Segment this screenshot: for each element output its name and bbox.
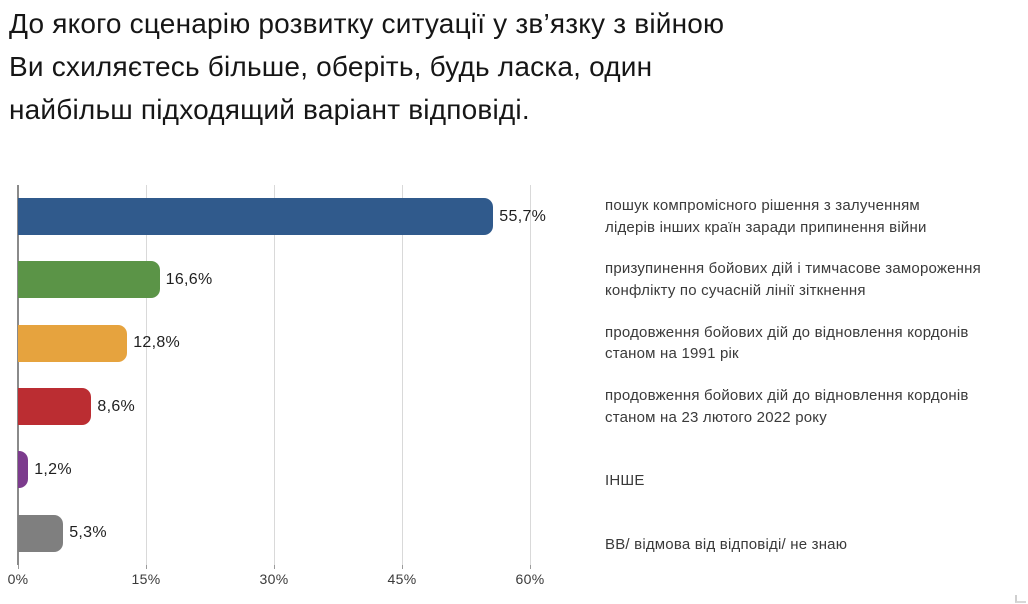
bar	[18, 324, 128, 362]
legend-item-line: продовження бойових дій до відновлення к…	[605, 323, 969, 341]
bar-value-label: 5,3%	[69, 524, 107, 542]
legend-item: призупинення бойових дій і тимчасове зам…	[605, 248, 1028, 311]
bar-row: 12,8%	[18, 312, 530, 375]
legend-item-line: станом на 1991 рік	[605, 345, 739, 363]
legend-item-line: ІНШЕ	[605, 472, 645, 490]
bar-row: 8,6%	[18, 375, 530, 438]
x-tick-mark	[146, 565, 147, 569]
bar-row: 1,2%	[18, 438, 530, 501]
legend-item-line: конфлікту по сучасній лінії зіткнення	[605, 281, 866, 299]
legend-item-line: ВВ/ відмова від відповіді/ не знаю	[605, 535, 848, 553]
bar-value-label: 16,6%	[165, 270, 213, 288]
legend-item: продовження бойових дій до відновлення к…	[605, 375, 1028, 438]
bar-value-label: 55,7%	[499, 207, 547, 225]
bar-value-label: 12,8%	[133, 334, 181, 352]
x-tick-mark	[18, 565, 19, 569]
bar-row: 5,3%	[18, 502, 530, 565]
x-tick-label: 60%	[515, 571, 545, 587]
chart-plot-area: 55,7% 16,6% 12,8% 8,6% 1,2% 5,3%	[17, 185, 546, 565]
corner-artifact	[1015, 595, 1026, 603]
bar-value-label: 1,2%	[34, 460, 72, 478]
page-title-line: найбільш підходящий варіант відповіді.	[9, 94, 530, 125]
legend-item-line: лідерів інших країн заради припинення ві…	[605, 218, 927, 236]
bar-row: 16,6%	[18, 248, 530, 311]
x-tick-label: 45%	[387, 571, 417, 587]
page-title: До якого сценарію розвитку ситуації у зв…	[9, 2, 989, 131]
x-axis: 0% 15% 30% 45% 60%	[8, 565, 544, 597]
x-tick-label: 0%	[7, 571, 29, 587]
gridline	[146, 185, 147, 565]
bar	[18, 261, 160, 299]
gridline	[274, 185, 275, 565]
bar-value-label: 8,6%	[97, 397, 136, 415]
x-tick-mark	[274, 565, 275, 569]
y-axis-line	[17, 185, 19, 565]
legend-item: пошук компромісного рішення з залученням…	[605, 185, 1028, 248]
page-title-line: До якого сценарію розвитку ситуації у зв…	[9, 8, 725, 39]
x-tick-mark	[402, 565, 403, 569]
legend-item-line: призупинення бойових дій і тимчасове зам…	[605, 260, 981, 278]
bar	[18, 198, 494, 236]
legend-item-line: пошук компромісного рішення з залученням	[605, 197, 920, 215]
x-tick-mark	[530, 565, 531, 569]
gridline	[402, 185, 403, 565]
legend-item-line: продовження бойових дій до відновлення к…	[605, 387, 969, 405]
bar	[18, 514, 64, 552]
legend-item-line: станом на 23 лютого 2022 року	[605, 408, 827, 426]
x-tick-label: 15%	[131, 571, 161, 587]
legend-item: ВВ/ відмова від відповіді/ не знаю	[605, 513, 1028, 576]
x-tick-label: 30%	[259, 571, 289, 587]
bar	[18, 388, 92, 426]
legend-item: ІНШЕ	[605, 449, 1028, 512]
gridline	[530, 185, 531, 565]
legend-item: продовження бойових дій до відновлення к…	[605, 312, 1028, 375]
bar	[18, 451, 29, 489]
bar-row: 55,7%	[18, 185, 546, 248]
bar-rows: 55,7% 16,6% 12,8% 8,6% 1,2% 5,3%	[18, 185, 546, 565]
page-title-line: Ви схиляєтесь більше, оберіть, будь ласк…	[9, 51, 653, 82]
chart-legend: пошук компромісного рішення з залученням…	[605, 185, 1028, 565]
